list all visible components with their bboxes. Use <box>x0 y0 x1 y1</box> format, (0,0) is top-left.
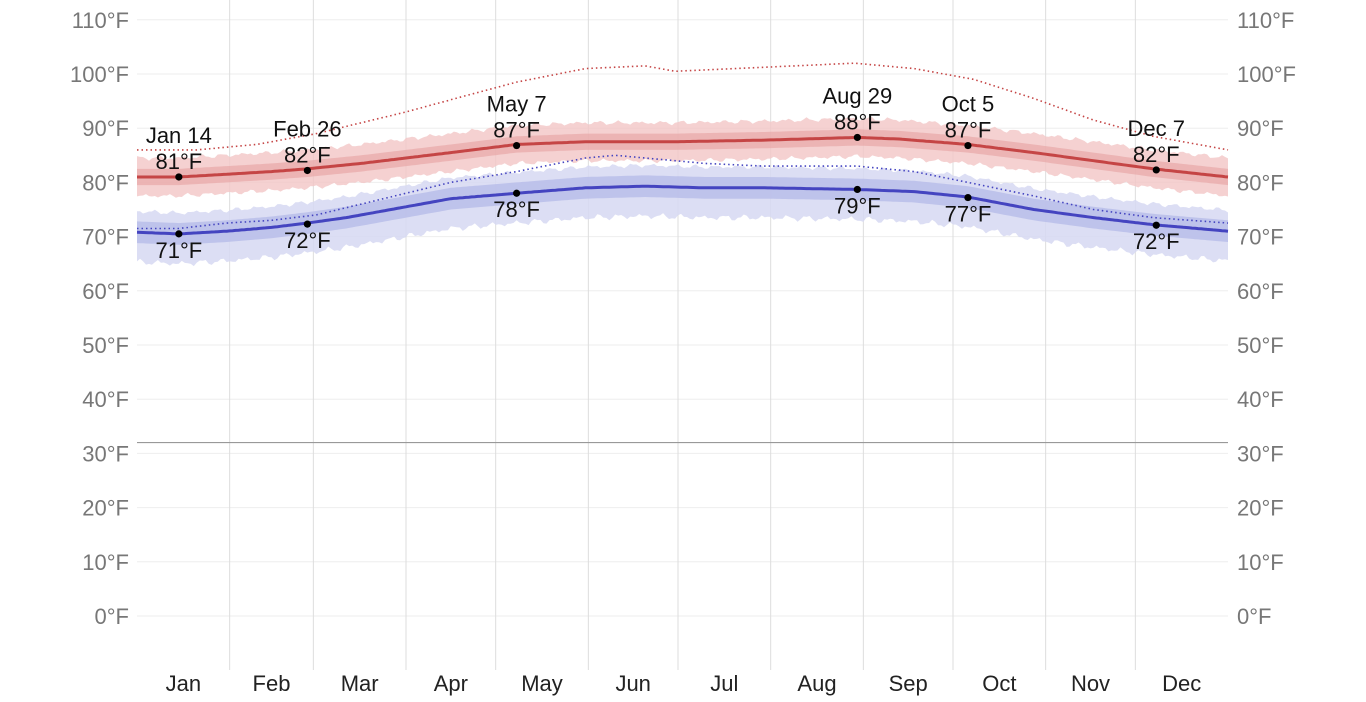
avg-low-line <box>136 184 1229 236</box>
annotation-point <box>964 193 972 202</box>
month-label: Mar <box>341 671 379 696</box>
month-label: May <box>521 671 563 696</box>
line-layer <box>136 62 1229 236</box>
annotation-date: May 7 <box>487 92 547 117</box>
annotation-point <box>303 166 311 175</box>
y-tick-label-left: 110°F <box>72 8 129 33</box>
annotation-point <box>853 133 861 142</box>
annotation-point <box>1152 221 1160 229</box>
annotation-date: Jan 14 <box>146 123 212 148</box>
y-tick-label-right: 20°F <box>1237 496 1284 521</box>
y-tick-label-left: 10°F <box>82 550 129 575</box>
annotation-value: 88°F <box>834 109 881 134</box>
month-label: Dec <box>1162 671 1201 696</box>
y-tick-label-right: 60°F <box>1237 279 1284 304</box>
annotation-value: 87°F <box>945 118 992 143</box>
month-label: Feb <box>253 671 291 696</box>
annotation-date: Dec 7 <box>1128 116 1185 141</box>
tick-layer: 0°F 0°F 10°F 10°F 20°F 20°F 30°F 30°F 40°F 40°F 50… <box>70 8 1296 696</box>
y-tick-label-left: 60°F <box>82 279 129 304</box>
annotation-value: 77°F <box>945 202 992 227</box>
annotation-value: 87°F <box>493 118 540 143</box>
annotation-value: 82°F <box>1133 142 1180 167</box>
low-inner-band <box>137 175 1228 245</box>
avg-high-line <box>137 135 1229 179</box>
annotation-value: 78°F <box>493 197 540 222</box>
month-label: Oct <box>982 671 1016 696</box>
y-tick-label-left: 90°F <box>82 116 129 141</box>
y-tick-label-left: 100°F <box>70 62 129 87</box>
annotation-point <box>513 189 521 197</box>
annotation-date: Oct 5 <box>942 92 995 117</box>
annotation-date: Aug 29 <box>822 83 892 108</box>
y-tick-label-right: 10°F <box>1237 550 1284 575</box>
y-tick-label-left: 0°F <box>95 604 129 629</box>
month-label: Sep <box>889 671 928 696</box>
y-tick-label-right: 80°F <box>1237 170 1284 195</box>
annotation-date: Feb 26 <box>273 116 342 141</box>
annotation-value: 72°F <box>284 228 331 253</box>
y-tick-label-right: 100°F <box>1237 62 1296 87</box>
grid-layer <box>137 0 1228 670</box>
annotation-point <box>853 185 861 194</box>
y-tick-label-left: 40°F <box>82 387 129 412</box>
annotation-value: 71°F <box>155 238 202 263</box>
y-tick-label-right: 110°F <box>1237 8 1294 33</box>
y-tick-label-left: 20°F <box>82 496 129 521</box>
annotation-value: 82°F <box>284 142 331 167</box>
month-label: Jul <box>710 671 738 696</box>
y-tick-label-left: 80°F <box>82 170 129 195</box>
month-label: Nov <box>1071 671 1110 696</box>
annotation-value: 81°F <box>155 149 202 174</box>
annotation-point <box>175 230 183 238</box>
month-label: Aug <box>797 671 836 696</box>
y-tick-label-right: 50°F <box>1237 333 1284 358</box>
month-label: Apr <box>434 671 468 696</box>
y-tick-label-right: 40°F <box>1237 387 1284 412</box>
y-tick-label-right: 70°F <box>1237 225 1284 250</box>
annotation-value: 79°F <box>834 193 881 218</box>
y-tick-label-left: 30°F <box>82 441 129 466</box>
y-tick-label-right: 30°F <box>1237 441 1284 466</box>
annotation-value: 72°F <box>1133 229 1180 254</box>
y-tick-label-right: 0°F <box>1237 604 1271 629</box>
annotation-point <box>513 141 521 150</box>
annotation-point <box>1152 166 1160 174</box>
month-label: Jun <box>615 671 650 696</box>
y-tick-label-right: 90°F <box>1237 116 1284 141</box>
annotation-point <box>303 220 311 228</box>
month-label: Jan <box>166 671 201 696</box>
y-tick-label-left: 50°F <box>82 333 129 358</box>
y-tick-label-left: 70°F <box>82 225 129 250</box>
annotation-point <box>964 141 972 150</box>
annotation-point <box>175 173 183 181</box>
